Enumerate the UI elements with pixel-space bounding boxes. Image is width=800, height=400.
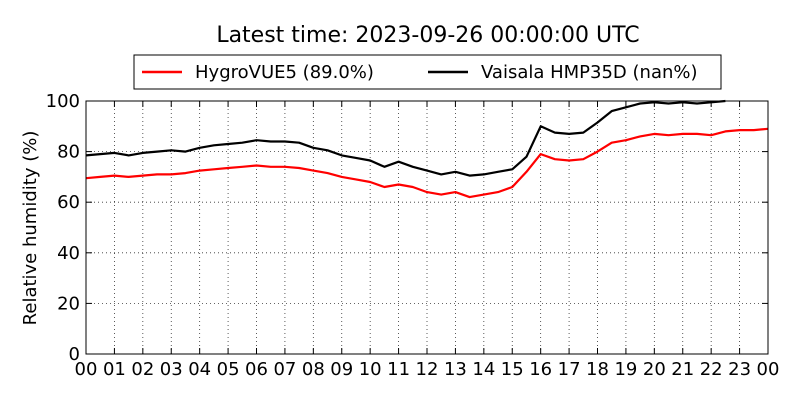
series-line-vaisala <box>85 99 726 177</box>
x-tick-label: 01 <box>103 359 126 380</box>
x-tick-label: 08 <box>302 359 325 380</box>
y-tick-label: 80 <box>57 142 80 163</box>
x-tick-labels: 00 01 02 03 04 05 06 07 08 09 10 11 12 13 14 15 16 17 18 19… <box>75 359 780 380</box>
x-tick-label: 19 <box>614 359 637 380</box>
x-tick-label: 04 <box>188 359 211 380</box>
x-tick-label: 00 <box>75 359 98 380</box>
x-tick-label: 05 <box>217 359 240 380</box>
y-tick-label: 20 <box>57 293 80 314</box>
x-tick-label: 12 <box>416 359 439 380</box>
x-tick-label: 02 <box>131 359 154 380</box>
x-tick-label: 03 <box>160 359 183 380</box>
x-tick-label: 13 <box>444 359 467 380</box>
y-tick-label: 40 <box>57 243 80 264</box>
x-tick-label: 11 <box>387 359 410 380</box>
y-tick-labels: 0 20 40 60 80 100 <box>46 91 80 365</box>
x-tick-label: 23 <box>728 359 751 380</box>
series-line-hygrovue5 <box>85 127 769 199</box>
x-tick-label: 21 <box>671 359 694 380</box>
x-tick-label: 14 <box>472 359 495 380</box>
x-tick-label: 15 <box>501 359 524 380</box>
legend: HygroVUE5 (89.0%) Vaisala HMP35D (nan%) <box>133 54 722 90</box>
x-tick-label: 10 <box>359 359 382 380</box>
y-tick-label: 0 <box>69 344 80 365</box>
x-tick-label: 07 <box>273 359 296 380</box>
x-tick-label: 17 <box>558 359 581 380</box>
x-tick-label: 20 <box>643 359 666 380</box>
x-tick-label: 00 <box>757 359 780 380</box>
x-tick-label: 22 <box>700 359 723 380</box>
y-tick-label: 60 <box>57 192 80 213</box>
y-axis-label: Relative humidity (%) <box>20 131 41 326</box>
legend-label-hygrovue5: HygroVUE5 (89.0%) <box>195 62 374 83</box>
y-tick-label: 100 <box>46 91 80 112</box>
legend-label-vaisala: Vaisala HMP35D (nan%) <box>481 62 698 83</box>
chart-title: Latest time: 2023-09-26 00:00:00 UTC <box>216 23 639 48</box>
x-tick-label: 06 <box>245 359 268 380</box>
grid <box>86 101 768 354</box>
x-tick-label: 16 <box>529 359 552 380</box>
x-tick-label: 09 <box>330 359 353 380</box>
legend-box <box>133 54 722 90</box>
series-layer <box>85 99 769 199</box>
plot-frame <box>85 100 769 355</box>
tick-layer <box>85 100 769 355</box>
x-tick-label: 18 <box>586 359 609 380</box>
